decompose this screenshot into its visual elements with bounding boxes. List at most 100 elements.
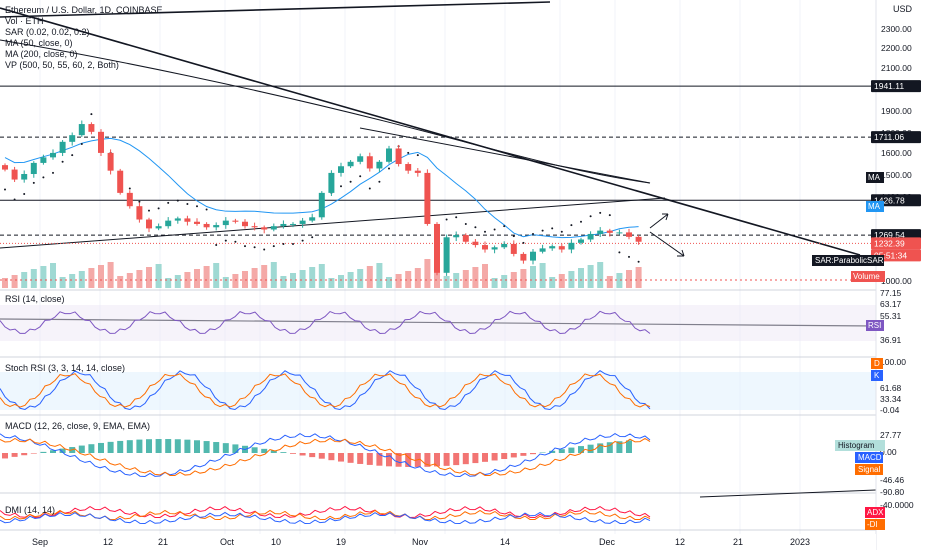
last-price-tag-bg xyxy=(871,237,921,250)
macd-histogram-bar xyxy=(117,440,124,453)
sar-dot xyxy=(474,226,477,229)
candle-body xyxy=(78,124,85,136)
macd-histogram-bar xyxy=(587,444,594,453)
candle-body xyxy=(530,251,536,261)
sar-dot xyxy=(637,260,640,263)
rsi-pane-title[interactable]: RSI (14, close) xyxy=(5,294,65,304)
sar-dot xyxy=(196,205,198,208)
candle-body xyxy=(568,242,575,250)
macd-histogram-bar xyxy=(568,447,575,453)
candle-body xyxy=(453,235,460,238)
time-tick: 12 xyxy=(103,537,113,547)
macd-histogram-bar xyxy=(328,453,335,461)
macd-histogram-bar xyxy=(309,453,316,458)
price-tick: 1600.00 xyxy=(881,148,912,158)
signal-tag: Signal xyxy=(858,465,880,474)
candle-body xyxy=(165,220,172,227)
macd-histogram-bar xyxy=(232,444,239,453)
sar-dot xyxy=(215,244,218,247)
volume-bar xyxy=(597,262,604,288)
candle-body xyxy=(597,230,604,234)
macd-tag: MACD xyxy=(858,453,882,462)
macd-histogram-bar xyxy=(270,450,277,453)
sar-dot xyxy=(42,176,45,179)
sar-dot xyxy=(493,228,496,231)
adx-tag-bg xyxy=(865,507,885,518)
sar-dot xyxy=(388,167,390,170)
candle-body xyxy=(146,219,152,229)
volume-bar xyxy=(376,263,383,288)
volume-bar xyxy=(280,276,287,288)
macd-histogram-bar xyxy=(606,442,613,453)
sar-dot xyxy=(52,171,54,174)
sar-dot xyxy=(292,242,294,245)
sar-dot xyxy=(618,251,621,254)
macd-histogram-bar xyxy=(174,439,181,453)
volume-bar xyxy=(213,263,220,288)
candle-body xyxy=(290,223,296,225)
sar-dot xyxy=(138,200,141,203)
candle-body xyxy=(69,135,76,142)
volume-bar xyxy=(405,271,412,288)
stoch-pane-title[interactable]: Stoch RSI (3, 3, 14, 14, close) xyxy=(5,363,126,373)
sar-dot xyxy=(186,202,189,205)
candle-body xyxy=(21,174,28,180)
macd-histogram-bar xyxy=(78,445,85,453)
sar-dot xyxy=(301,239,304,242)
adx-tag: ADX xyxy=(867,508,884,517)
macd-pane-title[interactable]: MACD (12, 26, close, 9, EMA, EMA) xyxy=(5,421,151,431)
last-price-tag: 1232.39 xyxy=(874,238,905,248)
macd-histogram-bar xyxy=(472,453,479,464)
candle-body xyxy=(203,223,210,228)
volume-bar xyxy=(462,270,469,288)
time-tick: Dec xyxy=(599,537,616,547)
candle-body xyxy=(174,218,181,221)
candle-body xyxy=(405,164,412,171)
sar-dot xyxy=(90,113,93,116)
sar-dot xyxy=(589,215,592,218)
chart-grid xyxy=(0,0,876,534)
signal-line xyxy=(0,437,651,476)
volume-bar xyxy=(203,266,210,288)
candle-body xyxy=(136,206,143,220)
ascending-support-line xyxy=(0,197,666,249)
projection-arrows[interactable] xyxy=(649,213,685,257)
volume-bar xyxy=(357,269,364,288)
macd-histogram-bar xyxy=(491,453,498,461)
volume-bar xyxy=(520,269,527,288)
level-1941-tag-bg xyxy=(871,80,921,93)
time-tick: 12 xyxy=(675,537,685,547)
volume-bar xyxy=(222,277,229,288)
macd-histogram-bar xyxy=(395,453,402,467)
candle-body xyxy=(366,156,373,169)
level-1711-tag-bg xyxy=(871,131,921,144)
indicator-panes xyxy=(0,305,876,525)
histogram-tag: Histogram xyxy=(838,441,875,450)
level-1941-tag: 1941.11 xyxy=(874,81,904,91)
candle-body xyxy=(510,243,517,254)
di-plus-line xyxy=(0,511,651,525)
volume-bar xyxy=(232,274,239,288)
macd-histogram-bar xyxy=(530,453,536,455)
sar-dot xyxy=(484,230,486,233)
candle-body xyxy=(501,243,508,248)
time-axis[interactable]: Sep 12 21 Oct 10 19 Nov 14 Dec 12 21 2023 xyxy=(0,534,876,550)
sar-tag-bg xyxy=(812,255,884,266)
sar-dot xyxy=(580,220,582,223)
volume-bar xyxy=(616,273,623,288)
candle-body xyxy=(578,239,584,243)
macd-histogram-bar xyxy=(11,453,18,457)
sar-dot xyxy=(340,185,342,188)
volume-tag-bg xyxy=(851,271,885,282)
dmi-pane-title[interactable]: DMI (14, 14) xyxy=(5,505,56,515)
macd-histogram-bar xyxy=(386,453,392,467)
candle-body xyxy=(414,170,421,173)
candle-body xyxy=(107,152,114,171)
price-tick: 2300.00 xyxy=(881,24,912,34)
macd-histogram-bar xyxy=(597,443,604,453)
level-1269-tag: 1269.54 xyxy=(874,230,905,240)
sar-dot xyxy=(455,216,458,219)
candle-body xyxy=(424,172,431,224)
candle-body xyxy=(616,232,623,234)
